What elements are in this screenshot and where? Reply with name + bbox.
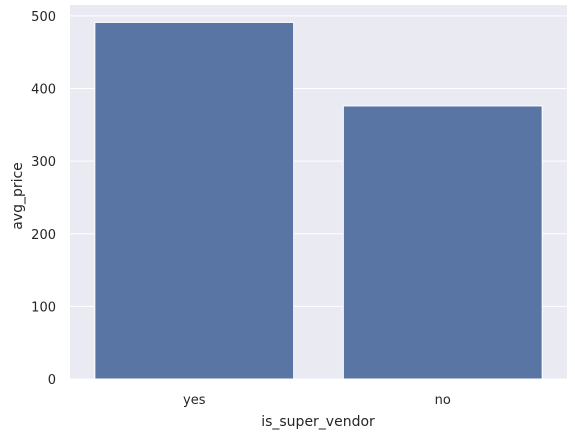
y-tick-label: 0 (48, 373, 56, 388)
x-axis-ticks: yes no (183, 393, 451, 408)
y-axis-label: avg_price (10, 162, 26, 230)
x-tick-label-no: no (435, 393, 451, 408)
y-tick-label: 100 (31, 300, 56, 315)
y-tick-label: 400 (31, 83, 56, 98)
bars (94, 21, 543, 380)
y-tick-label: 200 (31, 228, 56, 243)
y-tick-label: 500 (31, 10, 56, 25)
y-tick-label: 300 (31, 155, 56, 170)
x-axis-label: is_super_vendor (261, 414, 375, 430)
x-tick-label-yes: yes (183, 393, 206, 408)
bar-yes (94, 21, 295, 380)
bar-no (342, 105, 543, 380)
y-axis-ticks: 0 100 200 300 400 500 (31, 10, 56, 388)
